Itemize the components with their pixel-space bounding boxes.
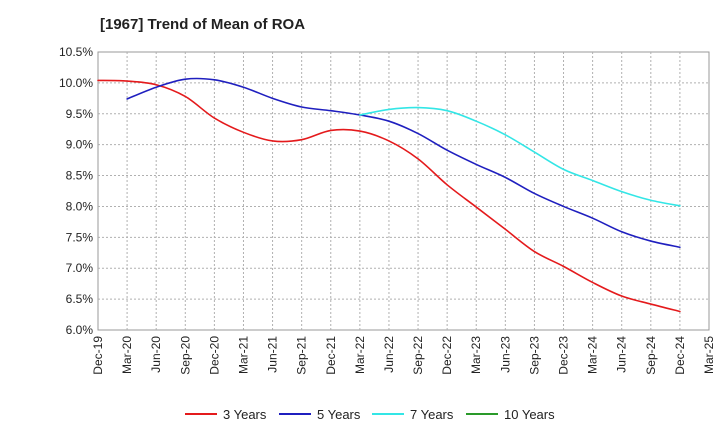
grid-lines (98, 52, 709, 330)
x-tick-label: Dec-22 (440, 336, 454, 375)
x-tick-label: Mar-23 (469, 336, 483, 374)
series-line-5-years (126, 77, 681, 249)
y-tick-label: 9.0% (66, 138, 94, 152)
x-tick-label: Sep-21 (295, 336, 309, 375)
y-tick-label: 10.5% (59, 45, 93, 59)
x-tick-label: Jun-22 (382, 336, 396, 373)
series-line-7-years (359, 106, 681, 207)
y-tick-label: 7.0% (66, 261, 94, 275)
series-line-3-years (97, 79, 681, 313)
legend: 3 Years 5 Years 7 Years 10 Years (185, 407, 555, 422)
x-tick-label: Sep-22 (411, 336, 425, 375)
y-axis-ticks: 6.0% 6.5% 7.0% 7.5% 8.0% 8.5% 9.0% 9.5% 10.0% 10.… (59, 45, 93, 337)
x-tick-label: Mar-20 (120, 336, 134, 374)
x-tick-label: Jun-20 (149, 336, 163, 373)
x-tick-label: Jun-23 (498, 336, 512, 373)
y-tick-label: 7.5% (66, 230, 94, 244)
x-tick-label: Jun-24 (615, 336, 629, 373)
x-tick-label: Dec-23 (557, 336, 571, 375)
x-tick-label: Dec-21 (324, 336, 338, 375)
x-tick-label: Jun-21 (266, 336, 280, 373)
y-tick-label: 6.0% (66, 323, 94, 337)
x-tick-label: Mar-21 (236, 336, 250, 374)
legend-label-3-years: 3 Years (223, 407, 267, 422)
x-tick-label: Mar-24 (586, 336, 600, 374)
x-tick-label: Dec-19 (91, 336, 105, 375)
legend-label-10-years: 10 Years (504, 407, 555, 422)
series-lines (97, 77, 681, 313)
legend-label-5-years: 5 Years (317, 407, 361, 422)
chart-title: [1967] Trend of Mean of ROA (100, 16, 305, 33)
plot-area (97, 51, 710, 331)
x-tick-label: Sep-24 (644, 336, 658, 375)
x-tick-label: Sep-20 (178, 336, 192, 375)
x-tick-label: Mar-25 (702, 336, 716, 374)
x-tick-label: Sep-23 (527, 336, 541, 375)
legend-label-7-years: 7 Years (410, 407, 454, 422)
x-axis-ticks: Dec-19 Mar-20 Jun-20 Sep-20 Dec-20 Mar-21 Jun-… (91, 336, 716, 375)
y-tick-label: 10.0% (59, 76, 93, 90)
y-tick-label: 9.5% (66, 107, 94, 121)
y-tick-label: 8.5% (66, 169, 94, 183)
x-tick-label: Dec-24 (673, 336, 687, 375)
y-tick-label: 8.0% (66, 199, 94, 213)
x-tick-label: Mar-22 (353, 336, 367, 374)
y-tick-label: 6.5% (66, 292, 94, 306)
x-tick-label: Dec-20 (207, 336, 221, 375)
